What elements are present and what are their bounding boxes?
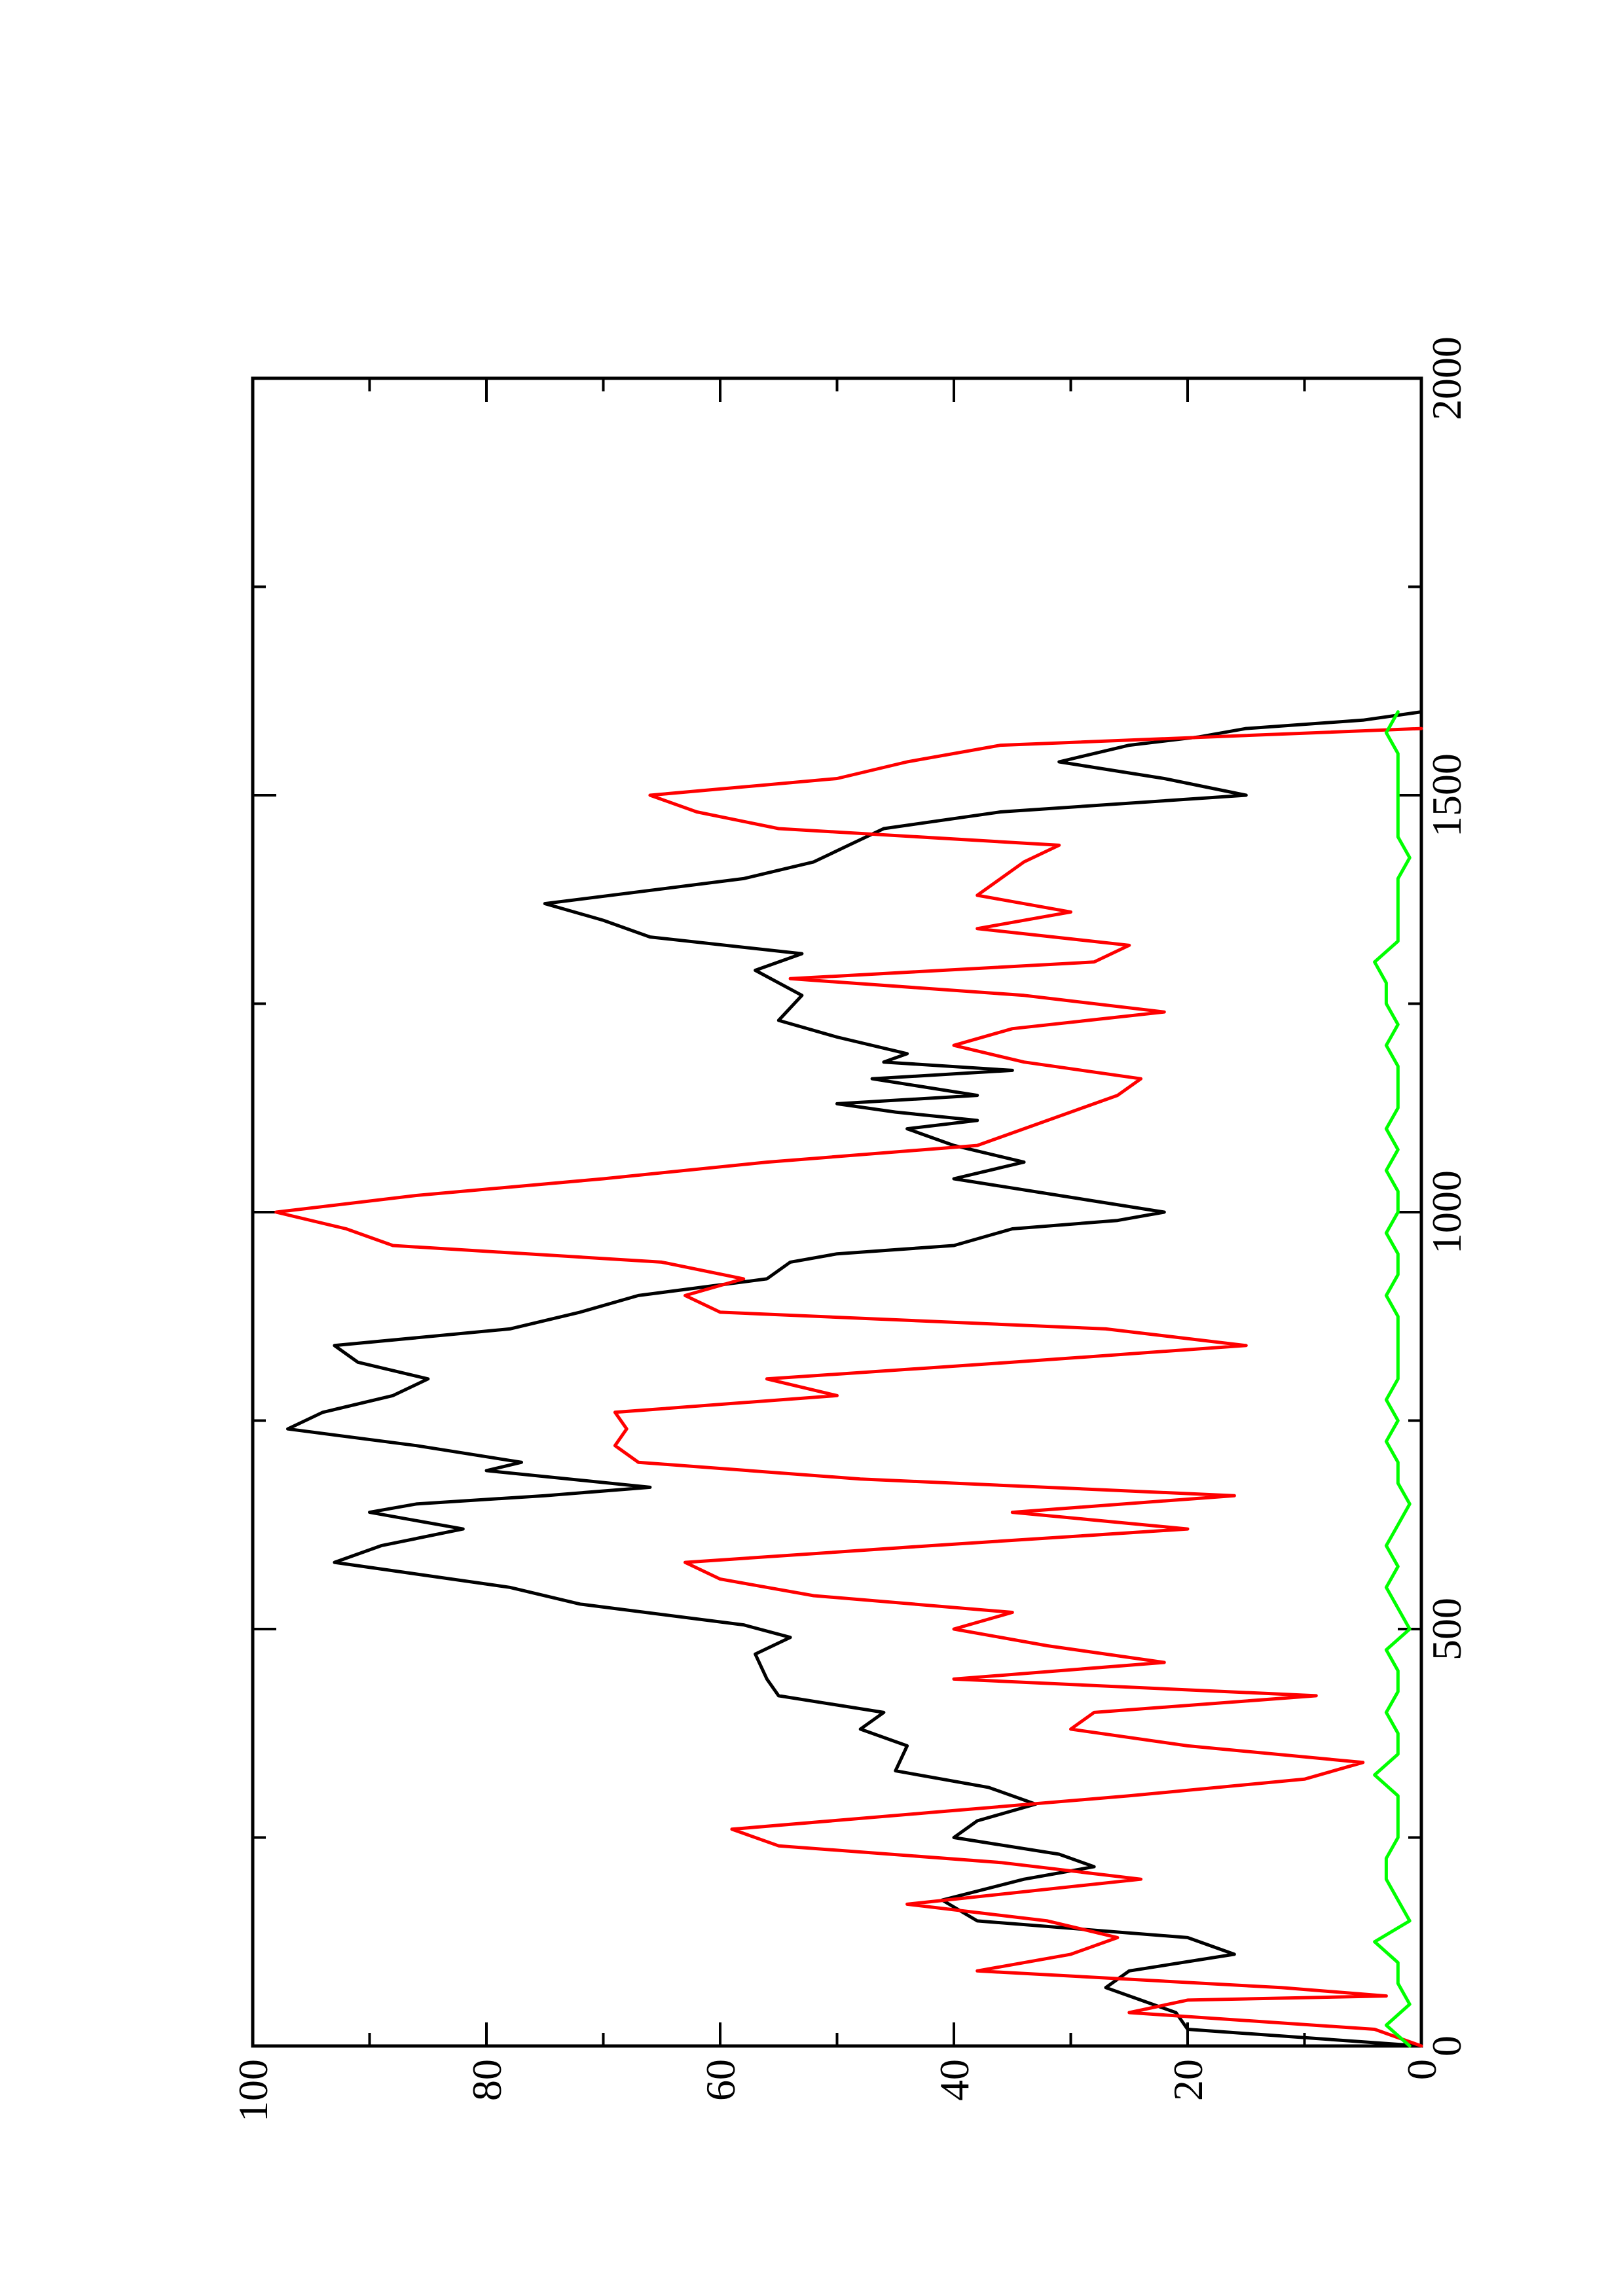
- plot-area: [251, 376, 1423, 2048]
- y-tick-label-0: 0: [1398, 2059, 1445, 2080]
- axis-ticks: [251, 377, 1423, 2047]
- y-axis-tick-labels: 0 20 40 60 80 100: [230, 2059, 1445, 2122]
- x-tick-label-0: 0: [1423, 2036, 1470, 2056]
- x-axis-tick-labels: 0 500 1000 1500 2000: [1423, 336, 1470, 2056]
- x-tick-label-1000: 1000: [1423, 1170, 1470, 1254]
- y-tick-label-80: 80: [464, 2059, 510, 2101]
- series-line-2: [1373, 710, 1412, 2048]
- x-tick-label-2000: 2000: [1423, 336, 1470, 420]
- series-layer: [274, 710, 1423, 2048]
- y-tick-label-60: 60: [697, 2059, 744, 2101]
- series-line-0: [286, 710, 1423, 2048]
- axis-frame: [251, 376, 1423, 2048]
- y-tick-label-40: 40: [931, 2059, 977, 2101]
- y-tick-label-100: 100: [230, 2059, 276, 2122]
- x-tick-label-500: 500: [1423, 1598, 1470, 1660]
- x-tick-label-1500: 1500: [1423, 753, 1470, 837]
- series-line-1: [274, 726, 1423, 2048]
- y-tick-label-20: 20: [1165, 2059, 1211, 2101]
